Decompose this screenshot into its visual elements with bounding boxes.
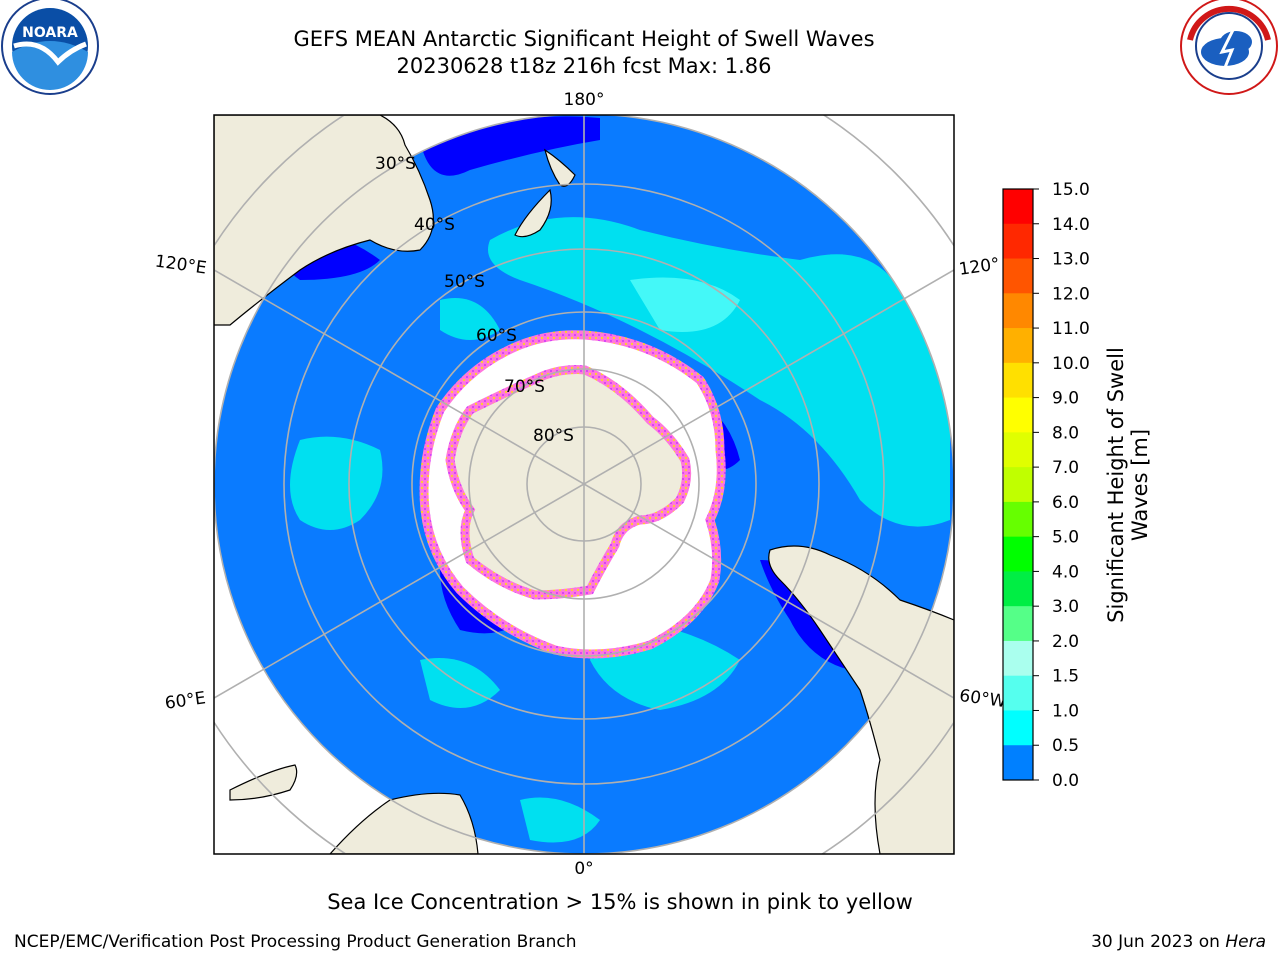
colorbar-tick-label: 13.0 (1052, 250, 1090, 270)
colorbar-tick-label: 8.0 (1052, 423, 1079, 443)
colorbar: 15.0 14.0 13.0 12.0 11.0 10.0 9.0 8.0 7.0 6.0 5.0 4… (1002, 180, 1090, 791)
colorbar-tick-label: 5.0 (1052, 528, 1079, 548)
noaa-logo-text: NOARA (22, 25, 78, 41)
colorbar-segment (1003, 223, 1033, 260)
lon-label-0: 0° (574, 859, 593, 879)
map-frame (213, 114, 955, 855)
footer-date: 30 Jun 2023 on Hera (1091, 932, 1266, 952)
colorbar-frame (1002, 188, 1034, 781)
lat-label-80s: 80°S (533, 426, 574, 446)
colorbar-segment (1003, 501, 1033, 538)
colorbar-title: Significant Height of Swell Waves [m] (1104, 347, 1152, 623)
graticule (214, 115, 954, 854)
colorbar-tick-label: 1.5 (1052, 667, 1079, 687)
colorbar-tick-label: 15.0 (1052, 180, 1090, 200)
colorbar-segment (1003, 189, 1033, 225)
colorbar-tick-label: 10.0 (1052, 354, 1090, 374)
noaa-logo: NOARA (1, 0, 99, 95)
sea-ice-zone (419, 330, 726, 659)
colorbar-tick-label: 0.5 (1052, 736, 1079, 756)
colorbar-tick-label: 9.0 (1052, 389, 1079, 409)
colorbar-tick-label: 7.0 (1052, 458, 1079, 478)
lat-label-60s: 60°S (476, 326, 517, 346)
colorbar-segment (1003, 293, 1033, 329)
colorbar-segment (1003, 467, 1033, 503)
colorbar-segment (1003, 432, 1033, 468)
lon-label-180: 180° (564, 90, 605, 110)
lon-label-60w: 60°W (958, 686, 1007, 712)
colorbar-tick-label: 12.0 (1052, 284, 1090, 304)
colorbar-tick-label: 3.0 (1052, 597, 1079, 617)
colorbar-tick-label: 2.0 (1052, 632, 1079, 652)
colorbar-tick-label: 4.0 (1052, 562, 1079, 582)
colorbar-segment (1003, 397, 1033, 433)
lat-label-50s: 50°S (444, 272, 485, 292)
colorbar-segment (1003, 745, 1033, 781)
chart-subtitle: 20230628 t18z 216h fcst Max: 1.86 (396, 54, 772, 78)
lat-label-70s: 70°S (504, 377, 545, 397)
lon-label-120w: 120° (958, 254, 1001, 280)
lat-label-40s: 40°S (414, 215, 455, 235)
colorbar-segment (1003, 710, 1033, 746)
footer-date-text: 30 Jun 2023 on (1091, 932, 1226, 952)
sea-ice-caption: Sea Ice Concentration > 15% is shown in … (327, 890, 913, 914)
colorbar-segment (1003, 362, 1033, 399)
colorbar-tick-label: 1.0 (1052, 701, 1079, 721)
colorbar-tick-label: 0.0 (1052, 771, 1079, 791)
footer-system: Hera (1225, 932, 1266, 952)
colorbar-tick-label: 6.0 (1052, 493, 1079, 513)
colorbar-segment (1003, 606, 1033, 642)
colorbar-segment (1003, 675, 1033, 711)
nws-logo (1180, 0, 1278, 95)
colorbar-segment (1003, 328, 1033, 364)
lon-label-60e: 60°E (164, 688, 207, 713)
colorbar-segment (1003, 571, 1033, 607)
lon-label-120e: 120°E (154, 252, 208, 279)
colorbar-segment (1003, 640, 1033, 677)
footer-credit: NCEP/EMC/Verification Post Processing Pr… (14, 932, 577, 952)
colorbar-tick-label: 11.0 (1052, 319, 1090, 339)
landmass (214, 115, 954, 854)
chart-title: GEFS MEAN Antarctic Significant Height o… (293, 27, 875, 51)
colorbar-tick-label: 14.0 (1052, 215, 1090, 235)
colorbar-segment (1003, 258, 1033, 294)
colorbar-segment (1003, 536, 1033, 572)
lat-label-30s: 30°S (375, 154, 416, 174)
